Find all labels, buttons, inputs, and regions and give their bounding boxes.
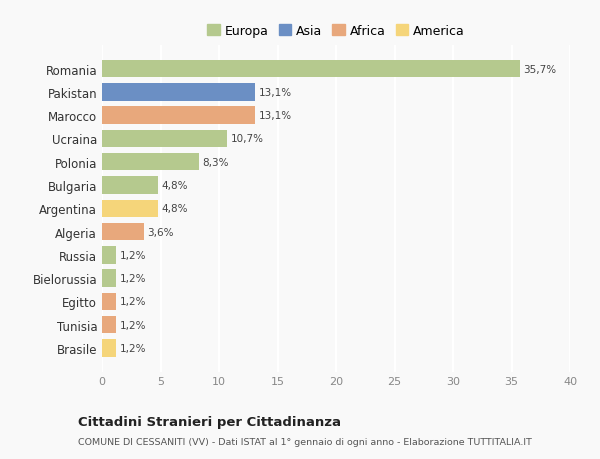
Bar <box>102 293 116 310</box>
Bar <box>102 61 520 78</box>
Text: 1,2%: 1,2% <box>119 250 146 260</box>
Text: 13,1%: 13,1% <box>259 88 292 98</box>
Bar <box>102 107 255 124</box>
Text: 8,3%: 8,3% <box>203 157 229 168</box>
Text: 1,2%: 1,2% <box>119 297 146 307</box>
Bar <box>102 200 158 218</box>
Legend: Europa, Asia, Africa, America: Europa, Asia, Africa, America <box>202 20 470 43</box>
Bar <box>102 130 227 148</box>
Text: 1,2%: 1,2% <box>119 274 146 284</box>
Bar <box>102 246 116 264</box>
Text: 1,2%: 1,2% <box>119 320 146 330</box>
Bar <box>102 270 116 287</box>
Text: 1,2%: 1,2% <box>119 343 146 353</box>
Text: COMUNE DI CESSANITI (VV) - Dati ISTAT al 1° gennaio di ogni anno - Elaborazione : COMUNE DI CESSANITI (VV) - Dati ISTAT al… <box>78 437 532 446</box>
Text: 10,7%: 10,7% <box>231 134 264 144</box>
Text: 13,1%: 13,1% <box>259 111 292 121</box>
Text: Cittadini Stranieri per Cittadinanza: Cittadini Stranieri per Cittadinanza <box>78 415 341 428</box>
Text: 3,6%: 3,6% <box>148 227 174 237</box>
Bar <box>102 177 158 194</box>
Bar <box>102 316 116 334</box>
Bar <box>102 224 144 241</box>
Bar <box>102 154 199 171</box>
Text: 35,7%: 35,7% <box>523 64 556 74</box>
Bar <box>102 84 255 101</box>
Bar <box>102 340 116 357</box>
Text: 4,8%: 4,8% <box>161 181 188 190</box>
Text: 4,8%: 4,8% <box>161 204 188 214</box>
